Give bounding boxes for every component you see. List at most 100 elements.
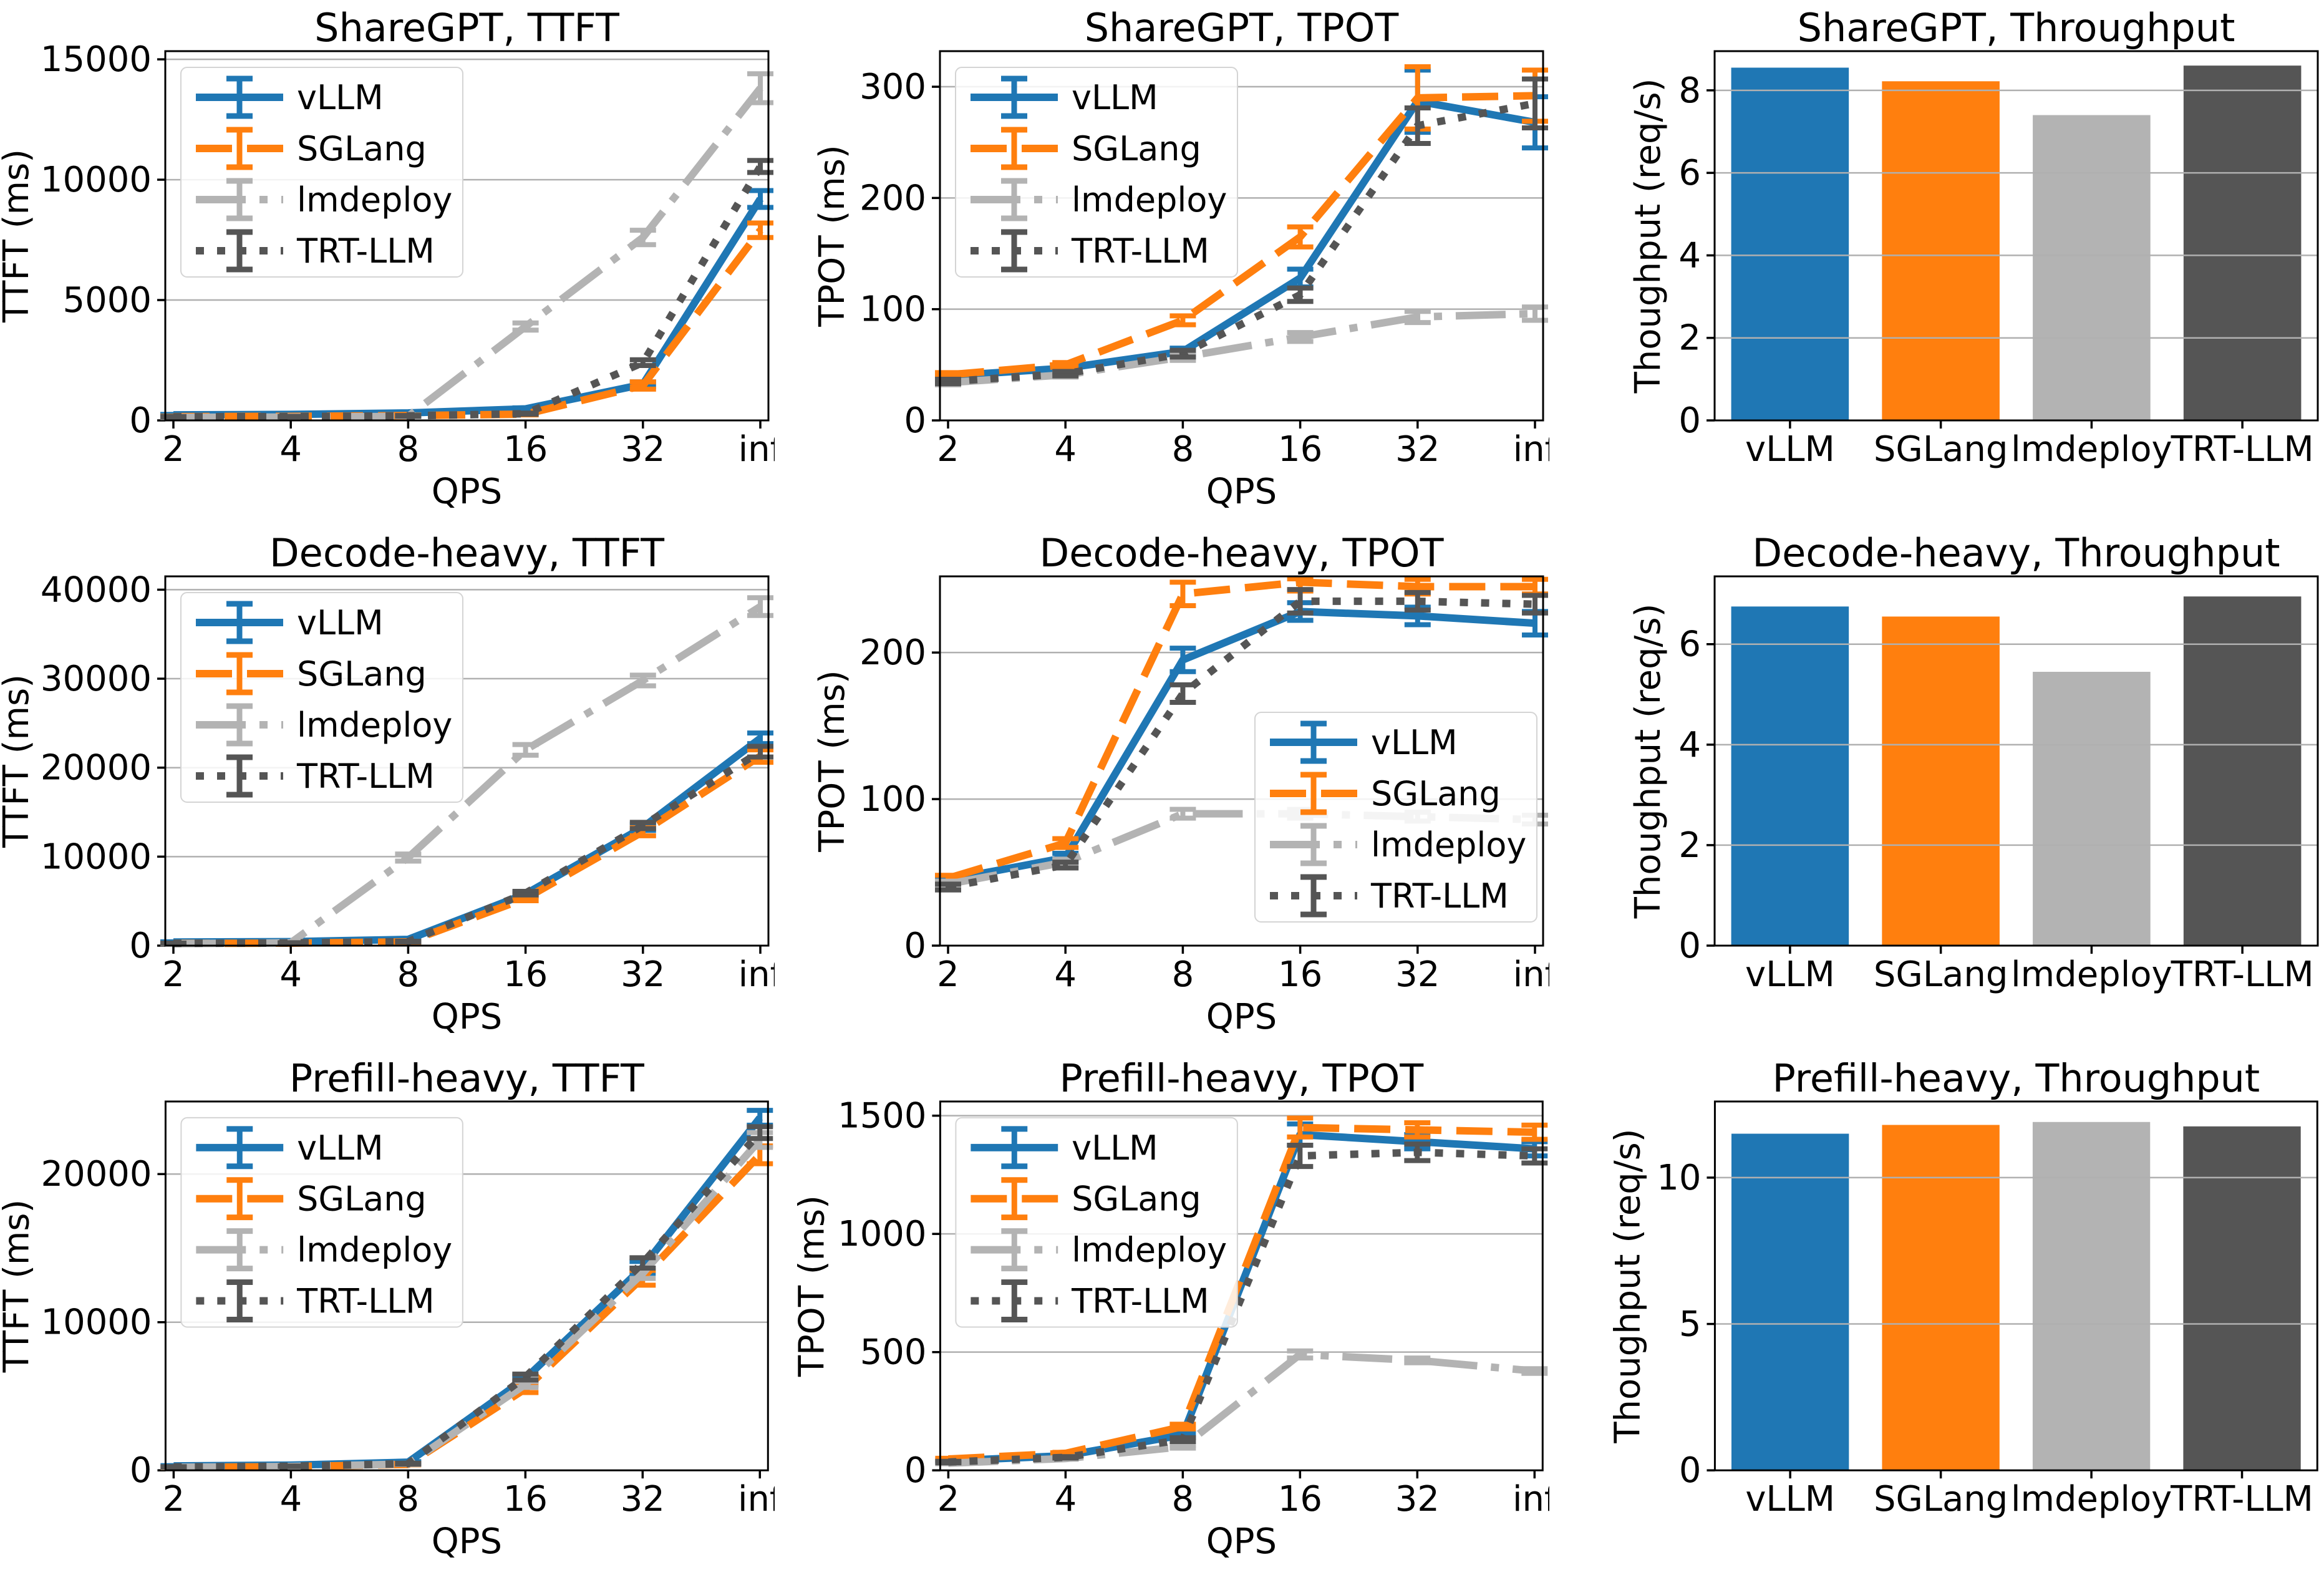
chart-title: Prefill-heavy, Throughput	[1773, 1056, 2260, 1101]
legend-item-vLLM: vLLM	[971, 75, 1158, 119]
y-tick-label: 8	[1678, 70, 1701, 111]
series-SGLang-line	[947, 92, 1536, 379]
chart-sharegpt-throughput: ShareGPT, Throughput ShareGPT, Throughpu…	[1549, 0, 2324, 525]
chart-title: Prefill-heavy, TTFT	[289, 1056, 644, 1101]
x-tick-label: 2	[162, 954, 185, 995]
x-tick-label: 16	[1278, 429, 1322, 470]
axes-spines	[1713, 575, 2319, 947]
legend-label: vLLM	[1072, 78, 1158, 117]
y-tick-label: 200	[859, 632, 926, 673]
chart-decode-heavy-tpot: Decode-heavy, TPOT Decode-heavy, TPOT TPO…	[775, 525, 1549, 1050]
chart-decode-heavy-throughput: Decode-heavy, Throughput Decode-heavy, T…	[1549, 525, 2324, 1050]
chart-prefill-heavy-ttft: Prefill-heavy, TTFT Prefill-heavy, TTFT T…	[0, 1050, 775, 1575]
x-tick-label: 4	[1054, 429, 1077, 470]
chart-decode-heavy-tpot-canvas: Decode-heavy, TPOT TPOT (ms) 0 100 200 2 4 8 16 3…	[812, 530, 1549, 1037]
x-tick-label: TRT-LLM	[2171, 954, 2314, 995]
legend-box	[1254, 712, 1537, 923]
axes-spines	[1713, 50, 2319, 422]
x-tick-label: vLLM	[1745, 954, 1835, 995]
legend-item-lmdeploy: lmdeploy	[196, 1228, 452, 1272]
y-axis-label: Thoughput (req/s)	[1628, 604, 1668, 919]
series-SGLang-line	[173, 1152, 763, 1471]
series-vLLM-line	[947, 608, 1536, 884]
y-tick-label: 30000	[41, 659, 152, 699]
y-tick-label: 0	[1678, 400, 1701, 441]
chart-decode-heavy-throughput-canvas: Decode-heavy, Throughput Thoughput (req/s…	[1628, 530, 2319, 995]
y-tick-label: 10000	[41, 836, 152, 877]
x-tick-label: vLLM	[1745, 429, 1835, 470]
x-tick-label: 2	[163, 1479, 185, 1519]
bar-vLLM	[1731, 67, 1849, 420]
x-tick-label: 2	[937, 1479, 960, 1519]
y-tick-label: 0	[129, 926, 152, 966]
legend-box	[180, 592, 463, 803]
legend-label: lmdeploy	[1072, 1231, 1227, 1270]
legend-label: SGLang	[1072, 129, 1201, 168]
chart-title: Decode-heavy, TPOT	[1040, 530, 1445, 576]
chart-title: ShareGPT, TPOT	[1085, 5, 1400, 51]
x-tick-label: 16	[503, 429, 548, 470]
x-tick-label: 4	[280, 1479, 303, 1519]
bar-SGLang	[1882, 1125, 2000, 1471]
series-TRT-LLM-line	[173, 748, 763, 947]
x-tick-label: 4	[279, 954, 302, 995]
legend-item-lmdeploy: lmdeploy	[196, 703, 452, 747]
legend-label: vLLM	[1371, 723, 1458, 762]
x-tick-label: inf	[738, 1479, 775, 1519]
x-tick-label: 8	[397, 1479, 420, 1519]
bar-TRT-LLM	[2183, 65, 2302, 421]
legend-label: lmdeploy	[1072, 180, 1227, 220]
y-tick-label: 100	[859, 779, 926, 820]
series-TRT-LLM-line	[173, 1130, 763, 1471]
chart-prefill-heavy-throughput-canvas: Prefill-heavy, Throughput Thoughput (req/…	[1608, 1056, 2318, 1519]
series-lmdeploy-line	[173, 85, 763, 421]
x-tick-label: inf	[1513, 429, 1549, 470]
x-tick-label: 16	[1278, 1479, 1322, 1519]
chart-decode-heavy-ttft-canvas: Decode-heavy, TTFT TTFT (ms) 0 10000 20000 30…	[0, 530, 775, 1037]
x-axis-label: QPS	[432, 997, 502, 1037]
x-tick-label: 32	[1395, 429, 1440, 470]
series-lmdeploy-line	[947, 309, 1536, 387]
legend: vLLM SGLang lmdeploy TRT-LLM	[180, 592, 463, 803]
legend: vLLM SGLang lmdeploy TRT-LLM	[955, 67, 1238, 278]
chart-title: Prefill-heavy, TPOT	[1059, 1056, 1423, 1101]
chart-sharegpt-tpot: ShareGPT, TPOT ShareGPT, TPOT TPOT (ms) 0 1…	[775, 0, 1549, 525]
legend-label: TRT-LLM	[1071, 1282, 1209, 1321]
x-tick-label: 2	[162, 429, 185, 470]
legend-label: SGLang	[297, 1180, 427, 1219]
x-tick-label: 4	[1055, 1479, 1077, 1519]
series-lmdeploy-line	[947, 810, 1536, 888]
legend-label: TRT-LLM	[296, 757, 435, 796]
series-lmdeploy-line	[173, 1137, 763, 1471]
series-vLLM-line	[947, 97, 1536, 380]
y-tick-label: 200	[859, 178, 926, 218]
bar-lmdeploy	[2033, 672, 2151, 946]
series-SGLang-line	[173, 753, 763, 947]
y-axis-label: TPOT (ms)	[792, 1195, 833, 1377]
axes-spines	[939, 50, 1544, 422]
y-tick-label: 20000	[41, 1154, 152, 1195]
y-tick-label: 0	[1678, 926, 1701, 966]
chart-decode-heavy-ttft: Decode-heavy, TTFT Decode-heavy, TTFT TTF…	[0, 525, 775, 1050]
y-axis-label: TTFT (ms)	[0, 149, 37, 323]
legend-item-TRT-LLM: TRT-LLM	[971, 1279, 1209, 1322]
y-tick-label: 100	[859, 289, 926, 330]
axes-spines	[939, 575, 1544, 947]
legend-label: lmdeploy	[1371, 825, 1526, 865]
x-tick-label: 8	[1172, 1479, 1194, 1519]
legend-item-lmdeploy: lmdeploy	[971, 178, 1227, 221]
legend-label: SGLang	[1371, 774, 1501, 813]
legend-label: SGLang	[297, 129, 427, 168]
legend-box	[180, 1117, 463, 1328]
bar-lmdeploy	[2033, 115, 2151, 420]
axes-spines	[164, 50, 770, 422]
x-tick-label: SGLang	[1874, 429, 2008, 470]
series-SGLang-line	[948, 1123, 1535, 1463]
x-tick-label: 8	[1172, 429, 1194, 470]
y-axis-label: TPOT (ms)	[812, 670, 853, 852]
legend-item-SGLang: SGLang	[196, 652, 427, 695]
x-axis-label: QPS	[1206, 472, 1277, 512]
x-tick-label: 2	[937, 429, 959, 470]
legend-item-lmdeploy: lmdeploy	[1270, 823, 1526, 866]
